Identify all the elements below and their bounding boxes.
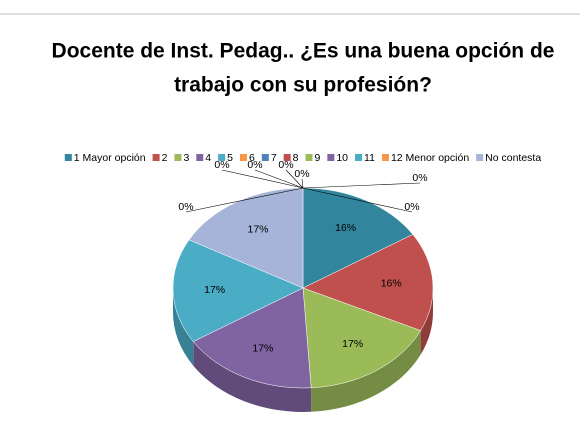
legend-label: 12 Menor opción [391,152,469,164]
data-label: 17% [342,338,363,350]
pie-slice [302,287,422,389]
legend-swatch [355,154,363,161]
legend-swatch [381,154,389,161]
pie-side [193,341,312,412]
legend-swatch [476,154,484,161]
legend-swatch [283,154,291,161]
leader-line [285,169,304,189]
leader-line [301,178,304,189]
pie-slice [172,239,304,342]
pie-slice [188,187,304,289]
legend: 1 Mayor opción 2 3 4 5 6 7 8 9 10 11 12 Menor opció… [64,152,541,164]
pie-slice [302,234,434,331]
pie-slice [192,287,312,389]
leader-line [302,182,421,189]
legend-label: 9 [315,152,321,164]
legend-swatch [218,154,226,161]
legend-swatch [174,154,182,161]
pie-side [420,288,433,355]
data-label: 16% [381,278,402,290]
data-label: 0% [178,201,193,213]
data-label: 0% [412,172,427,184]
data-label: 17% [247,223,268,235]
chart-title: trabajo con su profesión? [174,74,432,97]
data-label: 16% [335,222,356,234]
legend-label: 8 [293,152,299,164]
leader-line [254,169,304,189]
legend-label: 6 [249,152,255,164]
legend-label: 7 [271,152,277,164]
leader-line [221,169,304,189]
legend-label: 2 [162,152,168,164]
pie-side [311,330,421,412]
data-label: 0% [214,159,229,171]
data-label: 17% [204,284,225,296]
leader-line [302,187,413,213]
legend-label: 11 [364,152,375,164]
data-label: 0% [294,168,309,180]
data-label: 17% [252,342,273,354]
legend-label: 4 [205,152,211,164]
data-label: 0% [404,201,419,213]
legend-swatch [64,154,72,161]
data-label: 0% [247,159,262,171]
legend-swatch [239,154,247,161]
chart-title: Docente de Inst. Pedag.. ¿Es una buena o… [52,40,555,63]
legend-label: 10 [336,152,348,164]
legend-swatch [305,154,313,161]
legend-label: 1 Mayor opción [74,152,146,164]
legend-swatch [327,154,335,161]
legend-swatch [261,154,269,161]
legend-label: No contesta [485,152,541,164]
legend-label: 3 [183,152,189,164]
leader-line [185,187,304,213]
legend-label: 5 [227,152,233,164]
legend-swatch [152,154,160,161]
data-label: 0% [278,159,293,171]
legend-swatch [196,154,204,161]
pie-slice [302,187,414,289]
